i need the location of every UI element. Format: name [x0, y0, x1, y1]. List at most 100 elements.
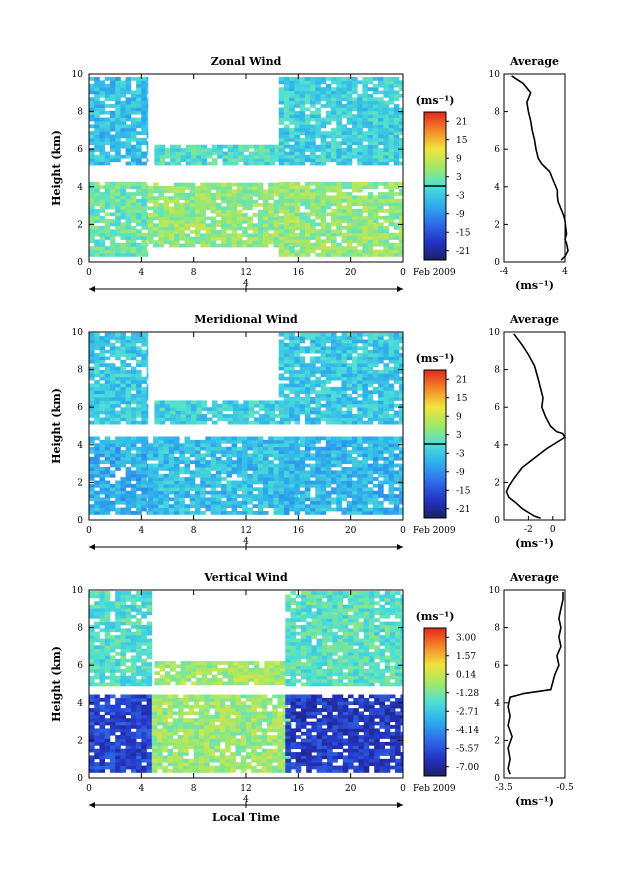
heatmap-cell — [299, 246, 306, 250]
heatmap-cell — [184, 456, 191, 461]
heatmap-cell — [146, 141, 149, 146]
heatmap-cell — [257, 470, 264, 475]
heatmap-cell — [378, 393, 384, 398]
heatmap-cell — [372, 83, 379, 88]
heatmap-cell — [115, 246, 121, 250]
heatmap-cell — [299, 494, 306, 498]
average-y-tick-label: 0 — [494, 516, 500, 526]
heatmap-cell — [399, 202, 404, 206]
heatmap-cell — [104, 436, 111, 441]
heatmap-cell — [99, 141, 106, 146]
heatmap-cell — [168, 490, 175, 495]
heatmap-cell — [168, 236, 175, 241]
heatmap-cell — [238, 158, 244, 162]
heatmap-cell — [399, 80, 404, 85]
heatmap-cell — [336, 346, 342, 351]
heatmap-cell — [388, 483, 395, 488]
heatmap-cell — [205, 186, 211, 190]
heatmap-cell — [125, 246, 132, 250]
heatmap-cell — [336, 407, 342, 411]
heatmap-cell — [289, 198, 295, 203]
heatmap-cell — [304, 246, 311, 250]
heatmap-cell — [89, 635, 95, 639]
heatmap-cell — [315, 253, 321, 257]
heatmap-cell — [320, 134, 327, 139]
heatmap-cell — [99, 232, 106, 237]
heatmap-cell — [325, 480, 332, 485]
heatmap-cell — [383, 185, 389, 190]
heatmap-cell — [346, 83, 353, 88]
heatmap-cell — [294, 403, 300, 408]
heatmap-cell — [89, 403, 95, 408]
heatmap-cell — [320, 90, 327, 95]
heatmap-cell — [136, 373, 142, 378]
colorbar-tick-label: -21 — [456, 505, 471, 515]
heatmap-cell — [236, 453, 243, 458]
heatmap-cell — [346, 403, 353, 408]
heatmap-cell — [141, 769, 147, 773]
heatmap-cell — [310, 93, 316, 98]
heatmap-cell — [289, 450, 295, 454]
heatmap-cell — [136, 242, 142, 247]
heatmap-cell — [154, 154, 160, 159]
heatmap-cell — [372, 151, 379, 156]
heatmap-cell — [189, 500, 196, 505]
heatmap-cell — [336, 131, 342, 135]
heatmap-cell — [226, 460, 232, 464]
heatmap-cell — [264, 407, 270, 411]
heatmap-cell — [130, 755, 137, 760]
heatmap-cell — [147, 230, 154, 234]
heatmap-cell — [299, 390, 306, 395]
heatmap-cell — [263, 233, 269, 238]
heatmap-cell — [159, 151, 166, 156]
heatmap-cell — [179, 456, 185, 461]
heatmap-cell — [367, 477, 374, 481]
heatmap-cell — [346, 225, 353, 230]
heatmap-cell — [325, 121, 332, 125]
heatmap-cell — [378, 195, 384, 200]
average-profile-line — [505, 333, 567, 519]
heatmap-cell — [310, 114, 316, 118]
heatmap-cell — [399, 215, 404, 220]
heatmap-cell — [388, 114, 395, 118]
heatmap-cell — [304, 83, 311, 88]
heatmap-cell — [120, 417, 126, 422]
heatmap-cell — [299, 222, 306, 227]
heatmap-cell — [393, 393, 400, 398]
heatmap-cell — [247, 480, 253, 485]
heatmap-cell — [158, 209, 164, 214]
heatmap-cell — [136, 758, 142, 763]
heatmap-cell — [304, 477, 311, 481]
heatmap-cell — [99, 608, 106, 612]
heatmap-cell — [299, 366, 306, 371]
heatmap-cell — [320, 188, 327, 193]
heatmap-cell — [268, 460, 274, 464]
heatmap-cell — [242, 436, 248, 441]
heatmap-cell — [283, 242, 290, 247]
heatmap-cell — [136, 212, 142, 217]
heatmap-cell — [378, 470, 384, 475]
heatmap-cell — [289, 417, 295, 422]
heatmap-cell — [99, 209, 106, 213]
heatmap-cell — [357, 232, 363, 237]
heatmap-cell — [320, 353, 327, 357]
heatmap-cell — [388, 417, 395, 422]
heatmap-cell — [179, 443, 185, 448]
heatmap-cell — [336, 121, 342, 125]
heatmap-cell — [278, 80, 285, 85]
date-label: Feb 2009 — [413, 526, 456, 536]
heatmap-cell — [289, 332, 295, 337]
heatmap-cell — [294, 370, 300, 374]
heatmap-cell — [378, 107, 384, 112]
heatmap-cell — [136, 393, 142, 398]
heatmap-cell — [185, 420, 192, 425]
heatmap-cell — [125, 450, 132, 454]
heatmap-cell — [315, 148, 321, 152]
heatmap-cell — [336, 117, 342, 122]
heatmap-cell — [94, 356, 100, 361]
heatmap-cell — [141, 436, 147, 441]
heatmap-cell — [341, 507, 348, 512]
heatmap-cell — [310, 346, 316, 351]
heatmap-cell — [273, 473, 280, 478]
heatmap-cell — [283, 494, 290, 498]
